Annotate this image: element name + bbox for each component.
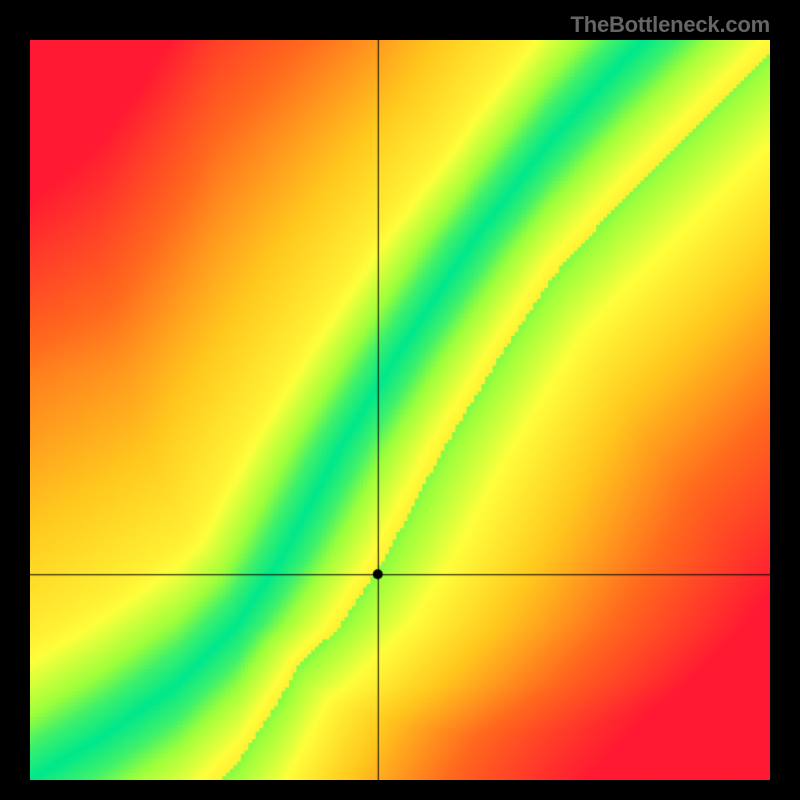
watermark-text: TheBottleneck.com	[570, 12, 770, 38]
chart-frame: TheBottleneck.com	[0, 0, 800, 800]
bottleneck-heatmap	[30, 40, 770, 780]
